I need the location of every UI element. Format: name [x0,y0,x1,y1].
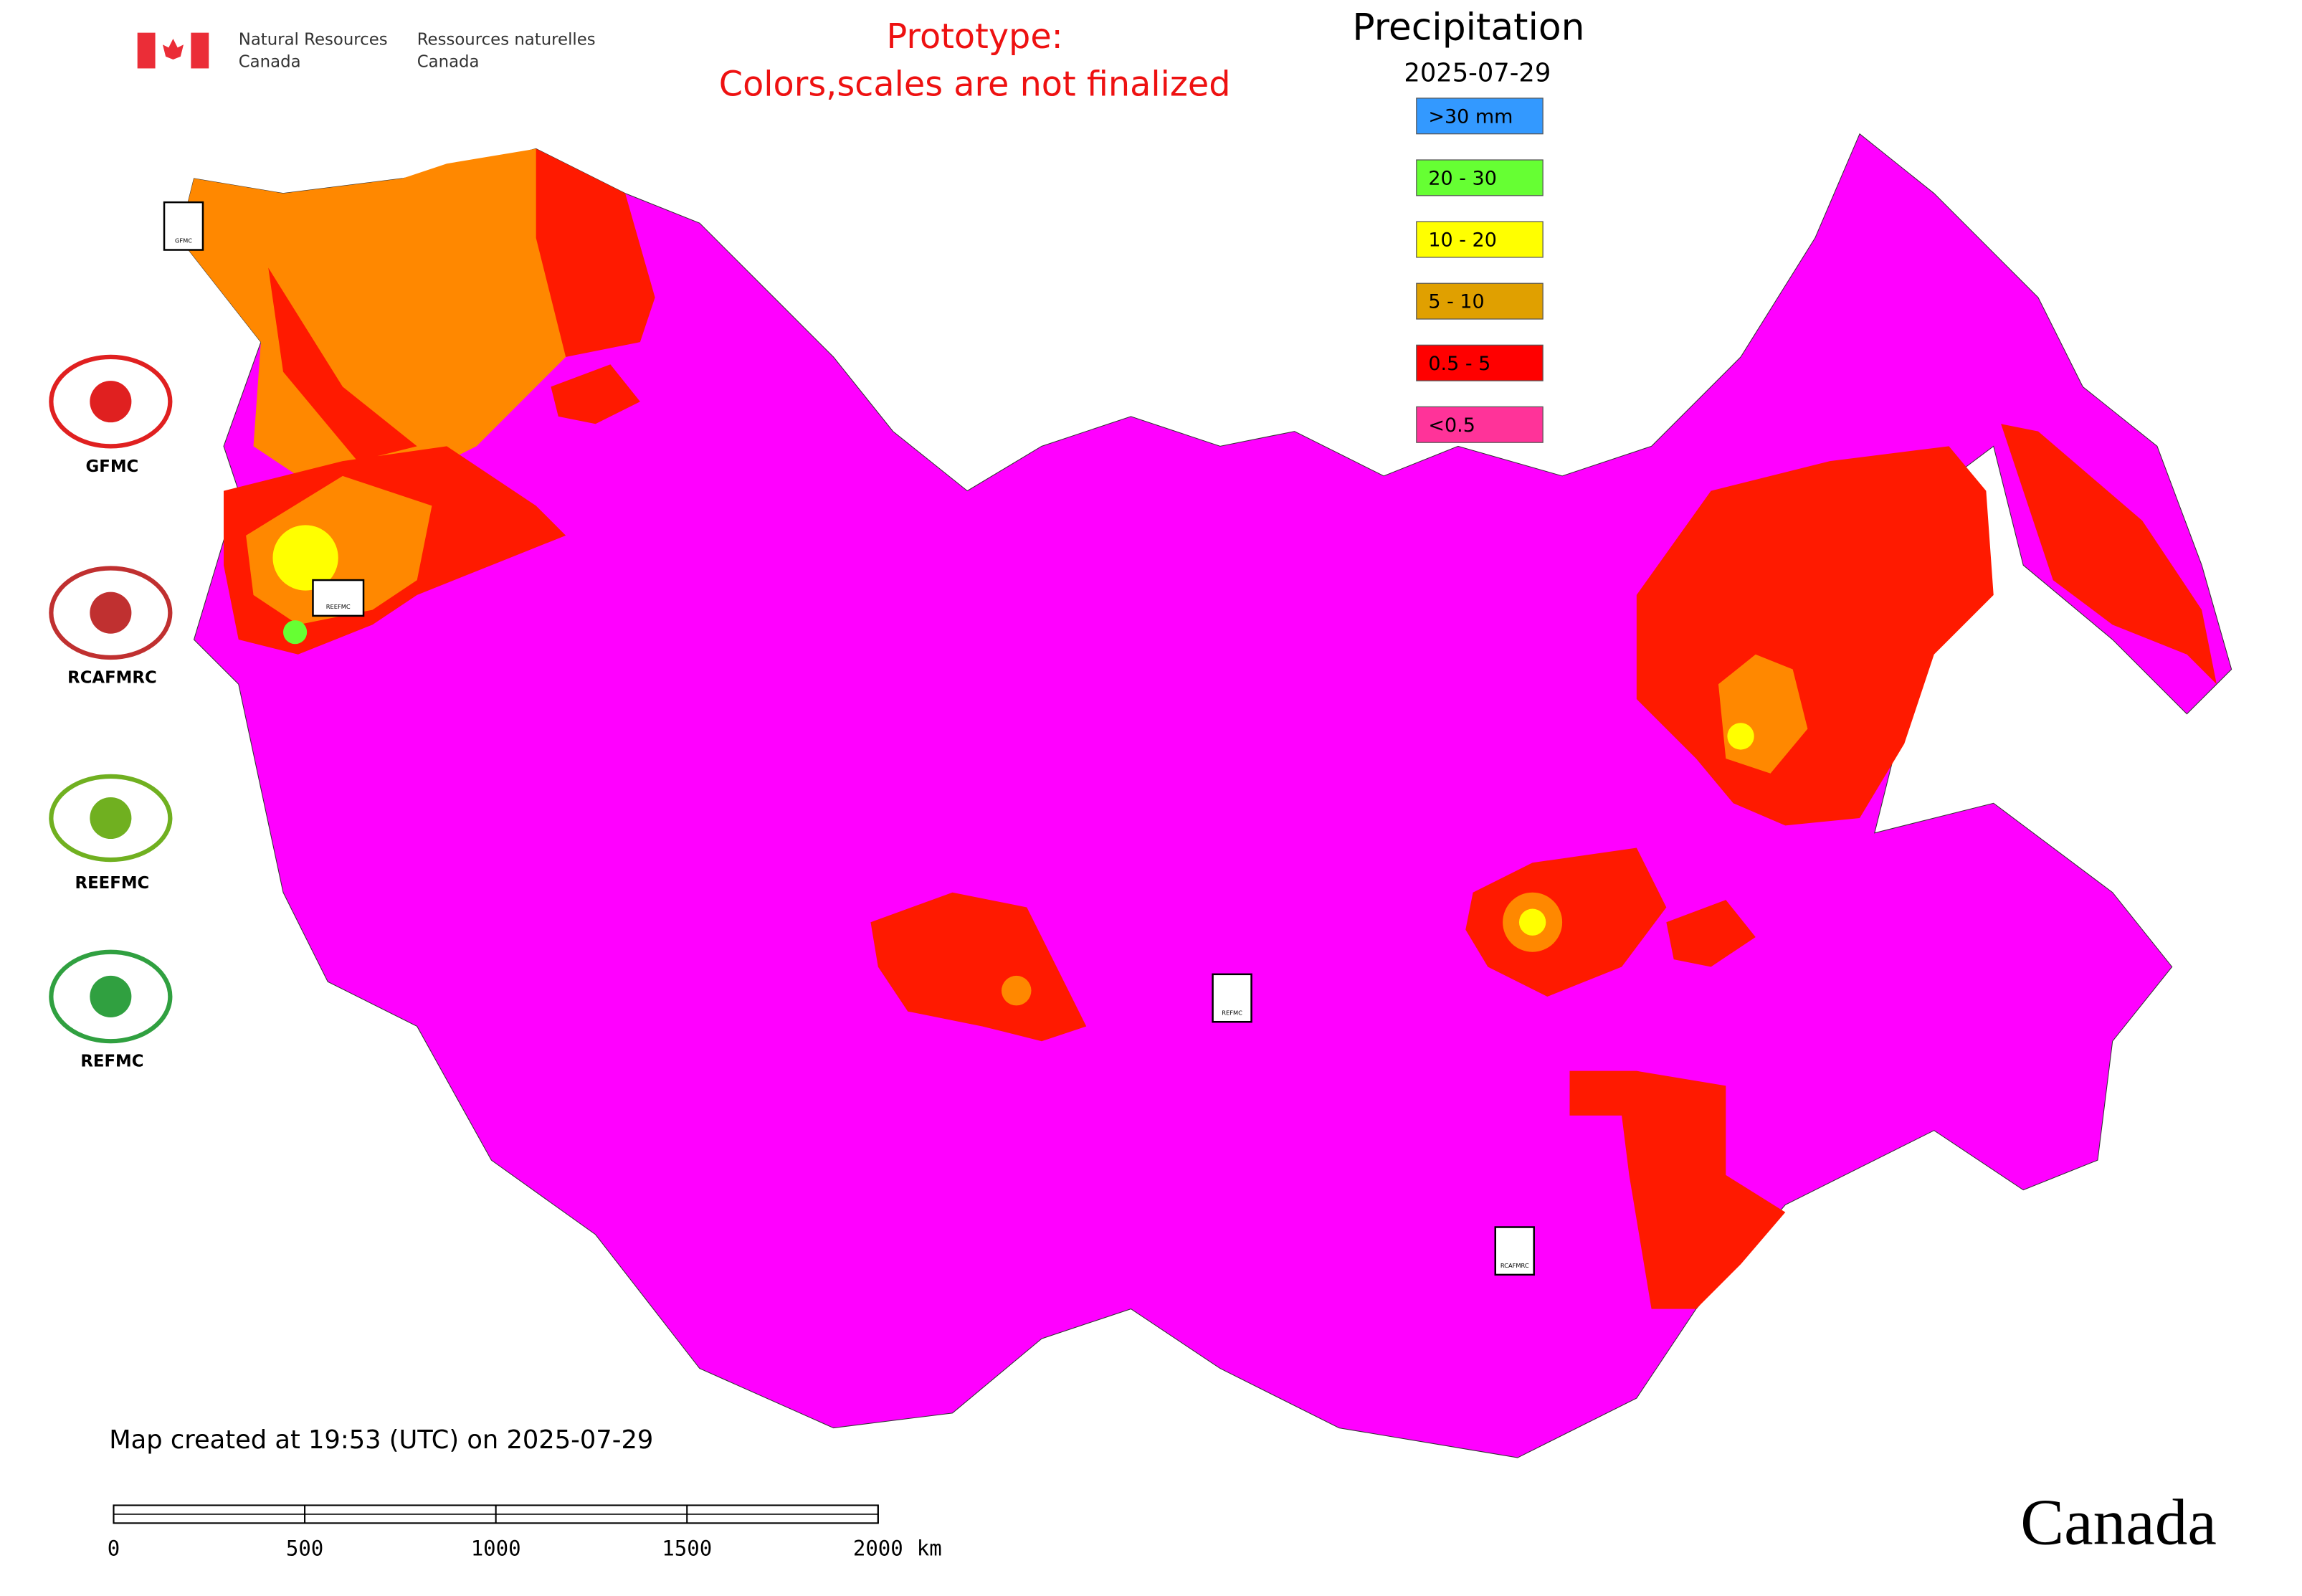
legend-label: 20 - 30 [1428,167,1496,189]
map-marker-label: GFMC [175,237,192,244]
logo-label: RCAFMRC [67,668,157,687]
logos: GFMC RCAFMRC REEFMC REFMC GFMC REEFMC REFMC RCA… [49,201,1535,1276]
legend-label: 5 - 10 [1428,291,1484,313]
logo [90,797,132,840]
map-marker [1212,973,1252,1023]
flag [162,38,184,60]
logo-label: REFMC [80,1053,143,1071]
notice: Prototype: [887,17,1063,57]
scale-label: 0 [108,1536,120,1561]
map-marker-label: REFMC [1222,1009,1242,1016]
rain-area [179,148,640,491]
map-marker-label: REEFMC [326,603,351,610]
scale-label: 1000 [471,1536,521,1561]
logo [90,381,132,423]
legend-label: 10 - 20 [1428,229,1496,252]
legend-label: 0.5 - 5 [1428,353,1490,375]
scale-unit: km [917,1536,942,1561]
logo-label: GFMC [86,457,139,476]
legend-swatch [1416,282,1544,320]
rain-area [1727,723,1754,750]
agency: Natural Resources [239,31,388,49]
agency: Canada [239,53,301,72]
map-marker-label: RCAFMRC [1500,1262,1529,1269]
logo [90,592,132,634]
scale-label: 1500 [662,1536,712,1561]
map-marker [312,579,365,617]
flag [137,32,156,69]
agency-fr: Canada [417,53,480,72]
scale-label: 2000 [853,1536,903,1561]
rain-area [272,525,338,591]
wordmark: Canada [2020,1486,2217,1559]
rain-area [870,892,1087,1042]
rain-area [1002,975,1032,1006]
logo-label: REEFMC [75,874,150,893]
footer: Map created at 19:53 (UTC) on 2025-07-29 [109,1425,653,1455]
legend-label: >30 mm [1428,105,1513,128]
rain-area [1518,908,1546,936]
legend-label: <0.5 [1428,414,1475,437]
scale-bar: 0 500 1000 1500 2000 km [108,1504,942,1561]
legend-date: 2025-07-29 [1404,59,1551,88]
agency-fr: Ressources naturelles [417,31,596,49]
legend-title: Precipitation [1352,6,1584,49]
map-marker [163,201,204,251]
rain-area [1465,847,1756,997]
logo [90,975,132,1017]
legend-swatch [1416,159,1544,196]
notice: Colors,scales are not finalized [719,65,1231,104]
legend-swatch [1416,344,1544,381]
flag [191,32,209,69]
legend-swatch [1416,98,1544,135]
legend-swatch [1416,406,1544,443]
rain-area [282,620,308,645]
legend: >30 mm 20 - 30 10 - 20 5 - 10 0.5 - 5 <0.5 [1416,98,1544,443]
scale-label: 500 [286,1536,323,1561]
legend-swatch [1416,221,1544,258]
map-marker [1494,1226,1535,1276]
